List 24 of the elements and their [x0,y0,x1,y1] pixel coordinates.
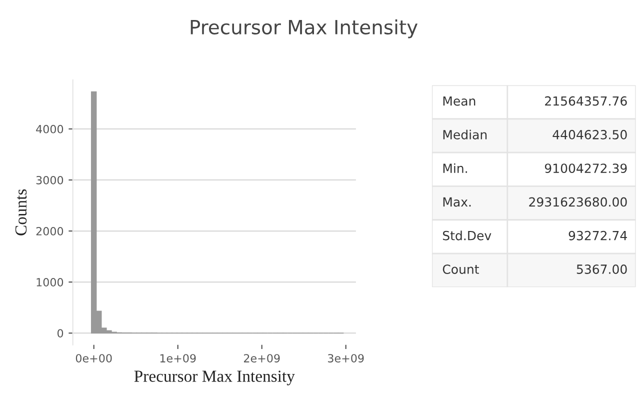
data-label: 2931623680.00 [529,197,627,207]
data-label: 21564357.76 [545,96,627,106]
y-tick-label: 3000 [36,176,64,184]
y-axis-title: Counts [15,189,27,236]
category-label: Mean [443,96,476,106]
x-tick-label: 1e+09 [160,354,196,362]
x-tick-label: 2e+09 [244,354,280,362]
data-label: 4404623.50 [552,130,627,140]
x-tick-label: 3e+09 [328,354,364,362]
x-axis-title: Precursor Max Intensity [134,370,295,386]
chart-title: Precursor Max Intensity [190,19,418,38]
y-tick-label: 4000 [36,124,64,134]
category-label: Max. [443,197,471,207]
data-label: 5367.00 [576,264,627,274]
category-label: Min. [443,163,467,173]
y-tick-label: 2000 [36,226,64,236]
category-label: Median [443,130,487,140]
category-label: Std.Dev [442,230,492,240]
y-tick-label: 0 [57,329,64,338]
category-label: Count [442,264,479,274]
data-label: 91004272.39 [544,164,627,174]
x-tick-label: 0e+00 [76,354,112,362]
data-label: 93272.74 [568,230,627,240]
y-tick-label: 1000 [36,278,64,286]
